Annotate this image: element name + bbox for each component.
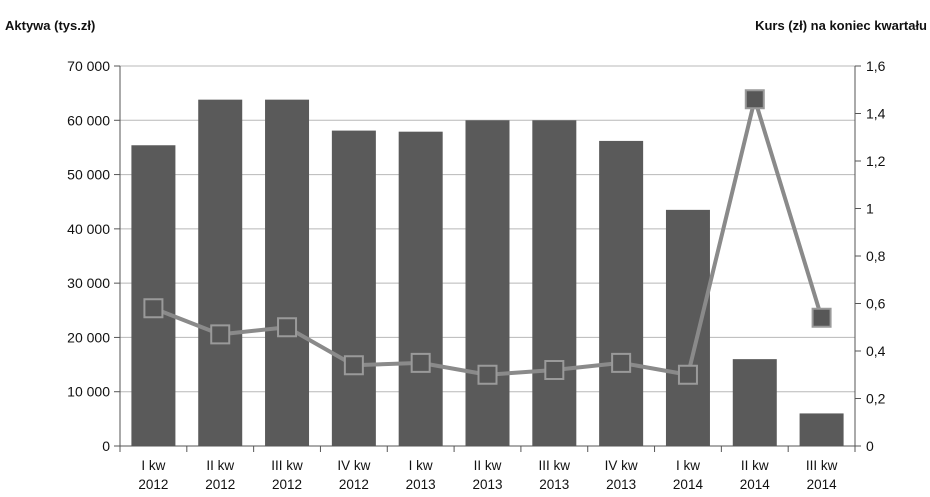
axes <box>114 65 861 452</box>
line-marker <box>343 355 364 376</box>
bar <box>265 99 310 447</box>
line-series <box>143 89 832 385</box>
bar <box>732 359 777 446</box>
line-marker <box>811 307 832 328</box>
left-tick-label: 50 000 <box>67 167 110 183</box>
bar <box>599 140 644 446</box>
category-label: I kw 2014 <box>673 458 704 492</box>
category-label: II kw 2014 <box>740 458 771 492</box>
right-tick-label: 0,4 <box>866 343 886 359</box>
bar <box>131 145 176 446</box>
category-label: I kw 2013 <box>406 458 436 492</box>
right-tick-label: 0,2 <box>866 391 886 407</box>
bar <box>398 131 443 446</box>
category-label: IV kw 2013 <box>605 458 638 492</box>
left-tick-label: 70 000 <box>67 58 110 74</box>
right-tick-label: 0 <box>866 438 874 454</box>
line-marker <box>611 352 632 373</box>
right-tick-label: 1,4 <box>866 106 886 122</box>
category-label: II kw 2012 <box>205 458 235 492</box>
line-marker <box>744 89 765 110</box>
line-marker <box>677 364 698 385</box>
bar <box>465 120 510 447</box>
line-marker <box>410 352 431 373</box>
tick-labels: 0 10 000 20 000 30 000 40 000 50 000 60 000 70 … <box>67 58 886 492</box>
category-label: IV kw 2012 <box>337 458 370 492</box>
bar <box>198 99 243 447</box>
category-label: III kw 2014 <box>806 458 838 492</box>
left-tick-label: 60 000 <box>67 112 110 128</box>
right-tick-label: 1,6 <box>866 58 886 74</box>
line-marker <box>210 324 231 345</box>
category-label: I kw 2012 <box>138 458 168 492</box>
line-marker <box>277 317 298 338</box>
right-axis-title: Kurs (zł) na koniec kwartału <box>755 18 927 33</box>
bar <box>799 413 844 446</box>
category-label: II kw 2013 <box>472 458 502 492</box>
category-label: III kw 2012 <box>271 458 303 492</box>
left-axis-title: Aktywa (tys.zł) <box>5 18 95 33</box>
bar-series <box>131 99 844 447</box>
right-tick-label: 1,2 <box>866 153 886 169</box>
left-tick-label: 20 000 <box>67 329 110 345</box>
right-tick-label: 0,8 <box>866 248 886 264</box>
left-tick-label: 40 000 <box>67 221 110 237</box>
left-tick-label: 0 <box>102 438 110 454</box>
line-marker <box>544 360 565 380</box>
category-label: III kw 2013 <box>539 458 571 492</box>
right-tick-label: 1 <box>866 201 874 217</box>
right-tick-label: 0,6 <box>866 296 886 312</box>
line-marker <box>477 364 498 385</box>
line-marker <box>143 298 164 319</box>
left-tick-label: 30 000 <box>67 275 110 291</box>
bar <box>665 209 710 446</box>
left-tick-label: 10 000 <box>67 384 110 400</box>
bar <box>532 120 577 447</box>
bar <box>331 130 376 446</box>
